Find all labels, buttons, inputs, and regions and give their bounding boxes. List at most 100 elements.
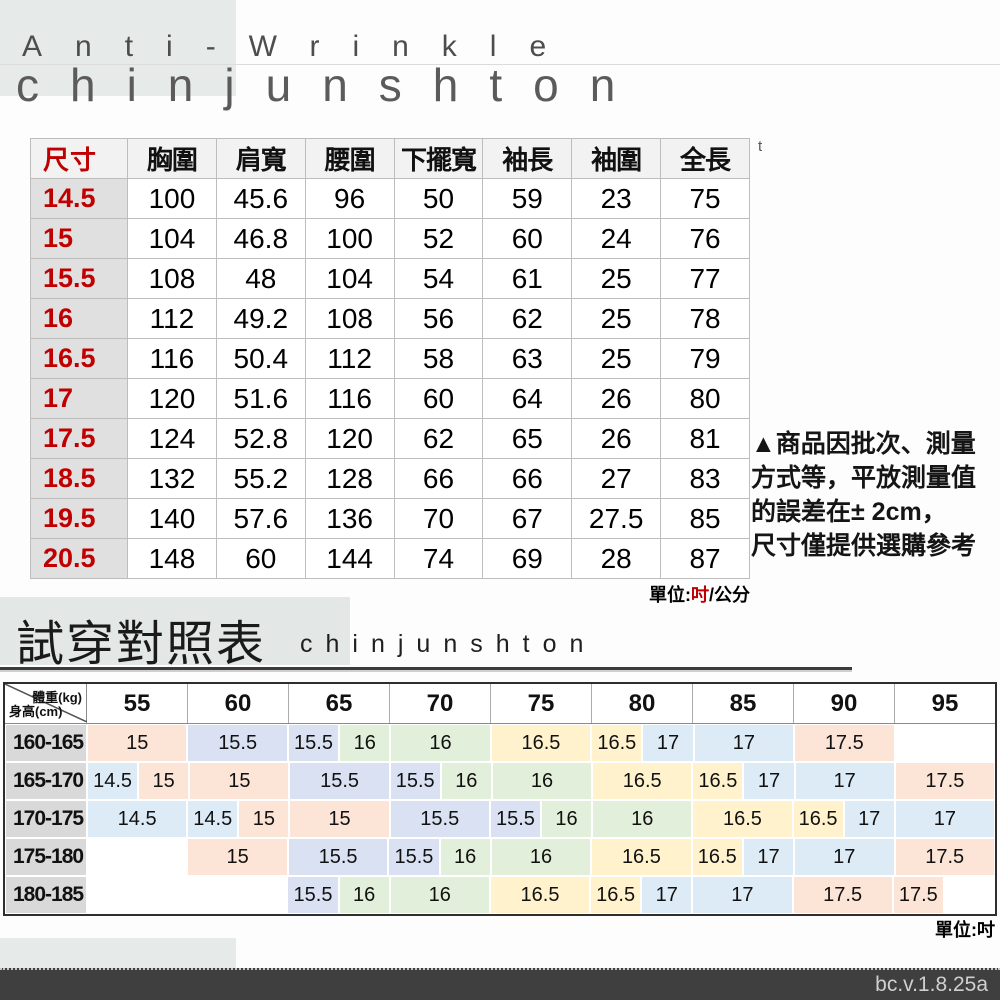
measurement-cell: 61 xyxy=(482,258,573,299)
fit-size-cell: 16.5 xyxy=(593,763,692,799)
height-range-cell: 175-180 xyxy=(6,839,86,875)
fit-table-header-row: 體重(kg) 身高(cm) 55 60 65 70 75 80 85 90 95 xyxy=(5,684,995,724)
measurement-cell: 48 xyxy=(215,258,306,299)
size-column-header: 胸圍 xyxy=(127,138,217,179)
fit-size-cell: 16 xyxy=(441,763,491,799)
corner-height-label: 身高(cm) xyxy=(9,704,63,719)
measurement-cell: 76 xyxy=(660,218,750,259)
fit-size-cell: 16.5 xyxy=(793,801,843,837)
fit-size-cell: 16.5 xyxy=(693,801,792,837)
fit-size-cell: 14.5 xyxy=(88,763,138,799)
measurement-cell: 46.8 xyxy=(215,218,306,259)
measurement-cell: 120 xyxy=(304,418,395,459)
measurement-cell: 108 xyxy=(304,298,395,339)
fit-row-cells: 15.5 16 16 16.5 16.5 17 17 17.5 17.5 xyxy=(87,876,995,914)
measurement-cell: 108 xyxy=(127,258,217,299)
fit-table-row: 165-170 14.5 15 15 15.5 15.5 16 16 16.5 16.5 17 17 1… xyxy=(5,762,995,800)
fit-section-brand: chinjunshton xyxy=(300,630,597,658)
size-column-header: 袖圍 xyxy=(571,138,662,179)
measurement-cell: 74 xyxy=(393,538,484,579)
measurement-cell: 116 xyxy=(127,338,217,379)
measurement-cell: 55.2 xyxy=(215,458,306,499)
size-table: 尺寸 胸圍 肩寬 腰圍 下擺寬 袖長 袖圍 全長 14.5 100 45.6 96 50 59 23 75 1… xyxy=(30,138,750,579)
fit-size-cell: 17.5 xyxy=(793,877,892,913)
weight-column-header: 85 xyxy=(693,684,794,723)
measurement-cell: 66 xyxy=(482,458,573,499)
fit-size-cell: 16 xyxy=(593,801,692,837)
measurement-cell: 116 xyxy=(304,378,395,419)
fit-row-cells: 15 15.5 15.5 16 16 16.5 16.5 17 17 17.5 xyxy=(87,838,995,876)
measurement-cell: 112 xyxy=(304,338,395,379)
measurement-cell: 62 xyxy=(393,418,484,459)
weight-column-header: 95 xyxy=(931,689,959,717)
fit-size-cell xyxy=(944,877,994,913)
fit-size-cell: 17 xyxy=(844,801,894,837)
fit-size-cell: 17 xyxy=(642,877,692,913)
height-range-cell: 165-170 xyxy=(6,763,86,799)
measurement-cell: 63 xyxy=(482,338,573,379)
measurement-cell: 136 xyxy=(304,498,395,539)
fit-section-title: 試穿對照表 xyxy=(16,618,267,671)
size-table-row: 16 112 49.2 108 56 62 25 78 xyxy=(30,298,750,339)
unit-inch-red: 吋 xyxy=(690,585,709,605)
fit-table-row: 160-165 15 15.5 15.5 16 16 16.5 16.5 17 17 17.5 xyxy=(5,724,995,762)
size-label-cell: 18.5 xyxy=(30,458,128,499)
fit-size-cell: 17.5 xyxy=(895,763,994,799)
fit-size-cell: 17.5 xyxy=(895,839,994,875)
measurement-cell: 26 xyxy=(571,378,662,419)
fit-size-cell: 15.5 xyxy=(389,839,439,875)
measurement-cell: 45.6 xyxy=(215,178,306,219)
version-label: bc.v.1.8.25a xyxy=(875,973,988,996)
size-label-cell: 15 xyxy=(30,218,128,259)
weight-column-header: 90 xyxy=(794,684,895,723)
measurement-cell: 52 xyxy=(393,218,484,259)
measurement-cell: 67 xyxy=(482,498,573,539)
size-label-cell: 20.5 xyxy=(30,538,128,579)
measurement-cell: 144 xyxy=(304,538,395,579)
measurement-cell: 27 xyxy=(571,458,662,499)
measurement-cell: 87 xyxy=(660,538,750,579)
measurement-cell: 100 xyxy=(127,178,217,219)
fit-size-cell: 16.5 xyxy=(591,877,641,913)
measurement-cell: 50 xyxy=(393,178,484,219)
background-hairline xyxy=(0,64,1000,65)
fit-size-cell: 16 xyxy=(339,877,389,913)
measurement-cell: 112 xyxy=(127,298,217,339)
measurement-cell: 59 xyxy=(482,178,573,219)
note-line: 尺寸僅提供選購參考 xyxy=(751,532,977,560)
unit-prefix: 單位: xyxy=(935,920,977,940)
brand-subtitle: Anti-Wrinkle xyxy=(22,30,580,63)
size-table-row: 16.5 116 50.4 112 58 63 25 79 xyxy=(30,338,750,379)
measurement-cell: 58 xyxy=(393,338,484,379)
fit-size-cell: 17 xyxy=(895,801,994,837)
fit-table-row: 170-175 14.5 14.5 15 15 15.5 15.5 16 16 16.5 16.5 1… xyxy=(5,800,995,838)
weight-column-header: 80 xyxy=(592,684,693,723)
measurement-cell: 64 xyxy=(482,378,573,419)
fit-size-cell: 15 xyxy=(139,763,189,799)
fit-size-cell: 17 xyxy=(795,839,894,875)
measurement-cell: 26 xyxy=(571,418,662,459)
height-range-cell: 180-185 xyxy=(6,877,86,913)
size-table-row: 15.5 108 48 104 54 61 25 77 xyxy=(30,258,750,299)
size-label-cell: 19.5 xyxy=(30,498,128,539)
fit-size-cell: 14.5 xyxy=(88,801,187,837)
footer-bar: bc.v.1.8.25a xyxy=(0,968,1000,1000)
fit-table-row: 180-185 15.5 16 16 16.5 16.5 17 17 17.5 17.5 xyxy=(5,876,995,914)
size-column-header: 尺寸 xyxy=(30,138,128,179)
fit-size-cell: 16 xyxy=(390,877,489,913)
measurement-cell: 96 xyxy=(304,178,395,219)
fit-size-cell: 16 xyxy=(440,839,490,875)
measurement-cell: 120 xyxy=(127,378,217,419)
note-line: 方式等，平放測量值 xyxy=(751,464,977,492)
fit-size-cell xyxy=(188,877,287,913)
fit-size-cell: 15.5 xyxy=(490,801,540,837)
measurement-cell: 81 xyxy=(660,418,750,459)
measurement-cell: 23 xyxy=(571,178,662,219)
size-label-cell: 17.5 xyxy=(30,418,128,459)
fit-size-cell: 15.5 xyxy=(288,877,338,913)
measurement-cell: 28 xyxy=(571,538,662,579)
stray-mark: t xyxy=(758,138,763,155)
measurement-cell: 78 xyxy=(660,298,750,339)
diagonal-divider-icon xyxy=(5,684,87,722)
measurement-cell: 104 xyxy=(127,218,217,259)
